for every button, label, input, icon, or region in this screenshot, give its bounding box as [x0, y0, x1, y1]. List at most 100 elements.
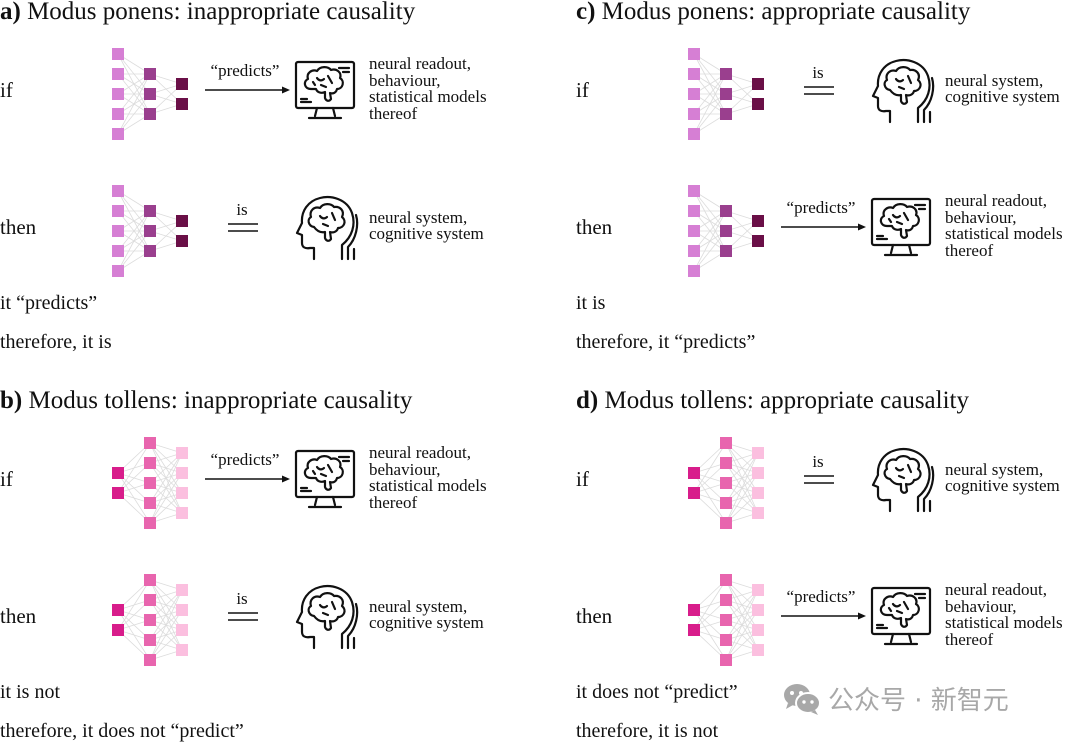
- predicts-label: “predicts”: [786, 198, 856, 217]
- network-connection: [117, 210, 151, 272]
- panel-title-text: Modus ponens: inappropriate causality: [27, 0, 416, 25]
- network-node-layer-1: [112, 68, 124, 80]
- panel-title: d) Modus tollens: appropriate causality: [576, 388, 969, 414]
- network-node-layer-2: [720, 574, 732, 586]
- network-node-layer-1: [112, 128, 124, 140]
- network-node-layer-3: [176, 235, 188, 247]
- network-connection: [117, 442, 151, 494]
- target-description-line: behaviour,: [369, 70, 441, 90]
- network-node-layer-1: [112, 205, 124, 217]
- network-node-layer-1: [112, 604, 124, 616]
- network-connection: [149, 472, 183, 524]
- network-node-layer-3: [176, 624, 188, 636]
- network-connection: [117, 73, 151, 135]
- network-connection: [725, 452, 759, 524]
- network-node-layer-3: [176, 98, 188, 110]
- network-node-layer-3: [752, 507, 764, 519]
- network-connection: [693, 73, 727, 135]
- is-label: is: [812, 63, 824, 82]
- target-description-line: thereof: [369, 492, 418, 512]
- target-description-line: cognitive system: [945, 476, 1060, 495]
- network-node-layer-1: [112, 108, 124, 120]
- condition-label-then: then: [0, 604, 37, 628]
- condition-label-if: if: [576, 467, 589, 491]
- network-node-layer-3: [176, 644, 188, 656]
- network-connection: [693, 210, 727, 272]
- network-node-layer-3: [752, 487, 764, 499]
- network-node-layer-3: [176, 78, 188, 90]
- conclusion-statement: therefore, it is not: [576, 720, 719, 742]
- panel-letter: a): [0, 0, 21, 25]
- target-description-line: neural readout,: [945, 580, 1047, 599]
- network-node-layer-2: [144, 594, 156, 606]
- premise-statement: it is: [576, 292, 606, 314]
- network-connection: [693, 230, 727, 272]
- network-node-layer-3: [752, 447, 764, 459]
- network-node-layer-2: [720, 654, 732, 666]
- panel-title: c) Modus ponens: appropriate causality: [576, 0, 970, 25]
- network-node-layer-2: [720, 634, 732, 646]
- network-node-layer-2: [144, 437, 156, 449]
- network-node-layer-1: [688, 265, 700, 277]
- network-connection: [693, 579, 727, 631]
- head-brain-icon: [871, 59, 935, 124]
- network-node-layer-1: [688, 88, 700, 100]
- panel-title: b) Modus tollens: inappropriate causalit…: [0, 388, 412, 414]
- target-description-line: neural readout,: [945, 191, 1047, 210]
- network-node-layer-3: [752, 235, 764, 247]
- network-node-layer-2: [144, 108, 156, 120]
- network-node-layer-1: [112, 467, 124, 479]
- target-description-line: statistical models: [369, 476, 487, 495]
- target-description-line: behaviour,: [945, 207, 1017, 227]
- monitor-brain-icon: [294, 449, 356, 509]
- network-node-layer-1: [688, 487, 700, 499]
- network-connection: [725, 589, 759, 641]
- network-node-layer-2: [144, 457, 156, 469]
- monitor-brain-icon: [294, 60, 356, 120]
- network-connection: [117, 230, 151, 272]
- network-node-layer-3: [752, 78, 764, 90]
- network-node-layer-1: [688, 68, 700, 80]
- network-node-layer-1: [112, 225, 124, 237]
- neural-network-icon: [688, 48, 764, 140]
- network-node-layer-3: [176, 215, 188, 227]
- condition-label-if: if: [0, 467, 13, 491]
- network-node-layer-2: [720, 614, 732, 626]
- arrow-head-icon: [282, 86, 290, 94]
- network-node-layer-1: [112, 88, 124, 100]
- network-node-layer-2: [720, 68, 732, 80]
- network-node-layer-3: [176, 507, 188, 519]
- target-description-line: neural system,: [945, 70, 1044, 90]
- neural-network-icon: [112, 185, 188, 277]
- network-node-layer-2: [720, 517, 732, 529]
- monitor-brain-icon: [870, 197, 932, 257]
- network-connection: [117, 579, 151, 631]
- target-description-line: cognitive system: [369, 613, 484, 632]
- target-description-line: statistical models: [369, 87, 487, 106]
- panel-letter: c): [576, 0, 596, 25]
- network-node-layer-3: [176, 487, 188, 499]
- is-label: is: [236, 200, 248, 219]
- network-node-layer-1: [688, 624, 700, 636]
- neural-network-icon: [112, 437, 188, 529]
- head-brain-icon: [295, 196, 359, 261]
- predicts-label: “predicts”: [786, 587, 856, 606]
- network-node-layer-1: [688, 467, 700, 479]
- network-node-layer-1: [112, 245, 124, 257]
- target-description-line: thereof: [945, 240, 994, 260]
- target-description-line: neural system,: [945, 459, 1044, 479]
- target-description-line: statistical models: [945, 224, 1063, 243]
- network-node-layer-3: [176, 467, 188, 479]
- condition-label-if: if: [576, 78, 589, 102]
- conclusion-statement: therefore, it does not “predict”: [0, 720, 244, 742]
- network-node-layer-1: [112, 487, 124, 499]
- network-node-layer-1: [112, 624, 124, 636]
- panel-letter: b): [0, 387, 23, 414]
- network-node-layer-1: [112, 48, 124, 60]
- panel-title-text: Modus tollens: appropriate causality: [604, 387, 969, 414]
- target-description-line: thereof: [369, 103, 418, 123]
- neural-network-icon: [688, 574, 764, 666]
- network-node-layer-1: [688, 245, 700, 257]
- network-node-layer-2: [720, 245, 732, 257]
